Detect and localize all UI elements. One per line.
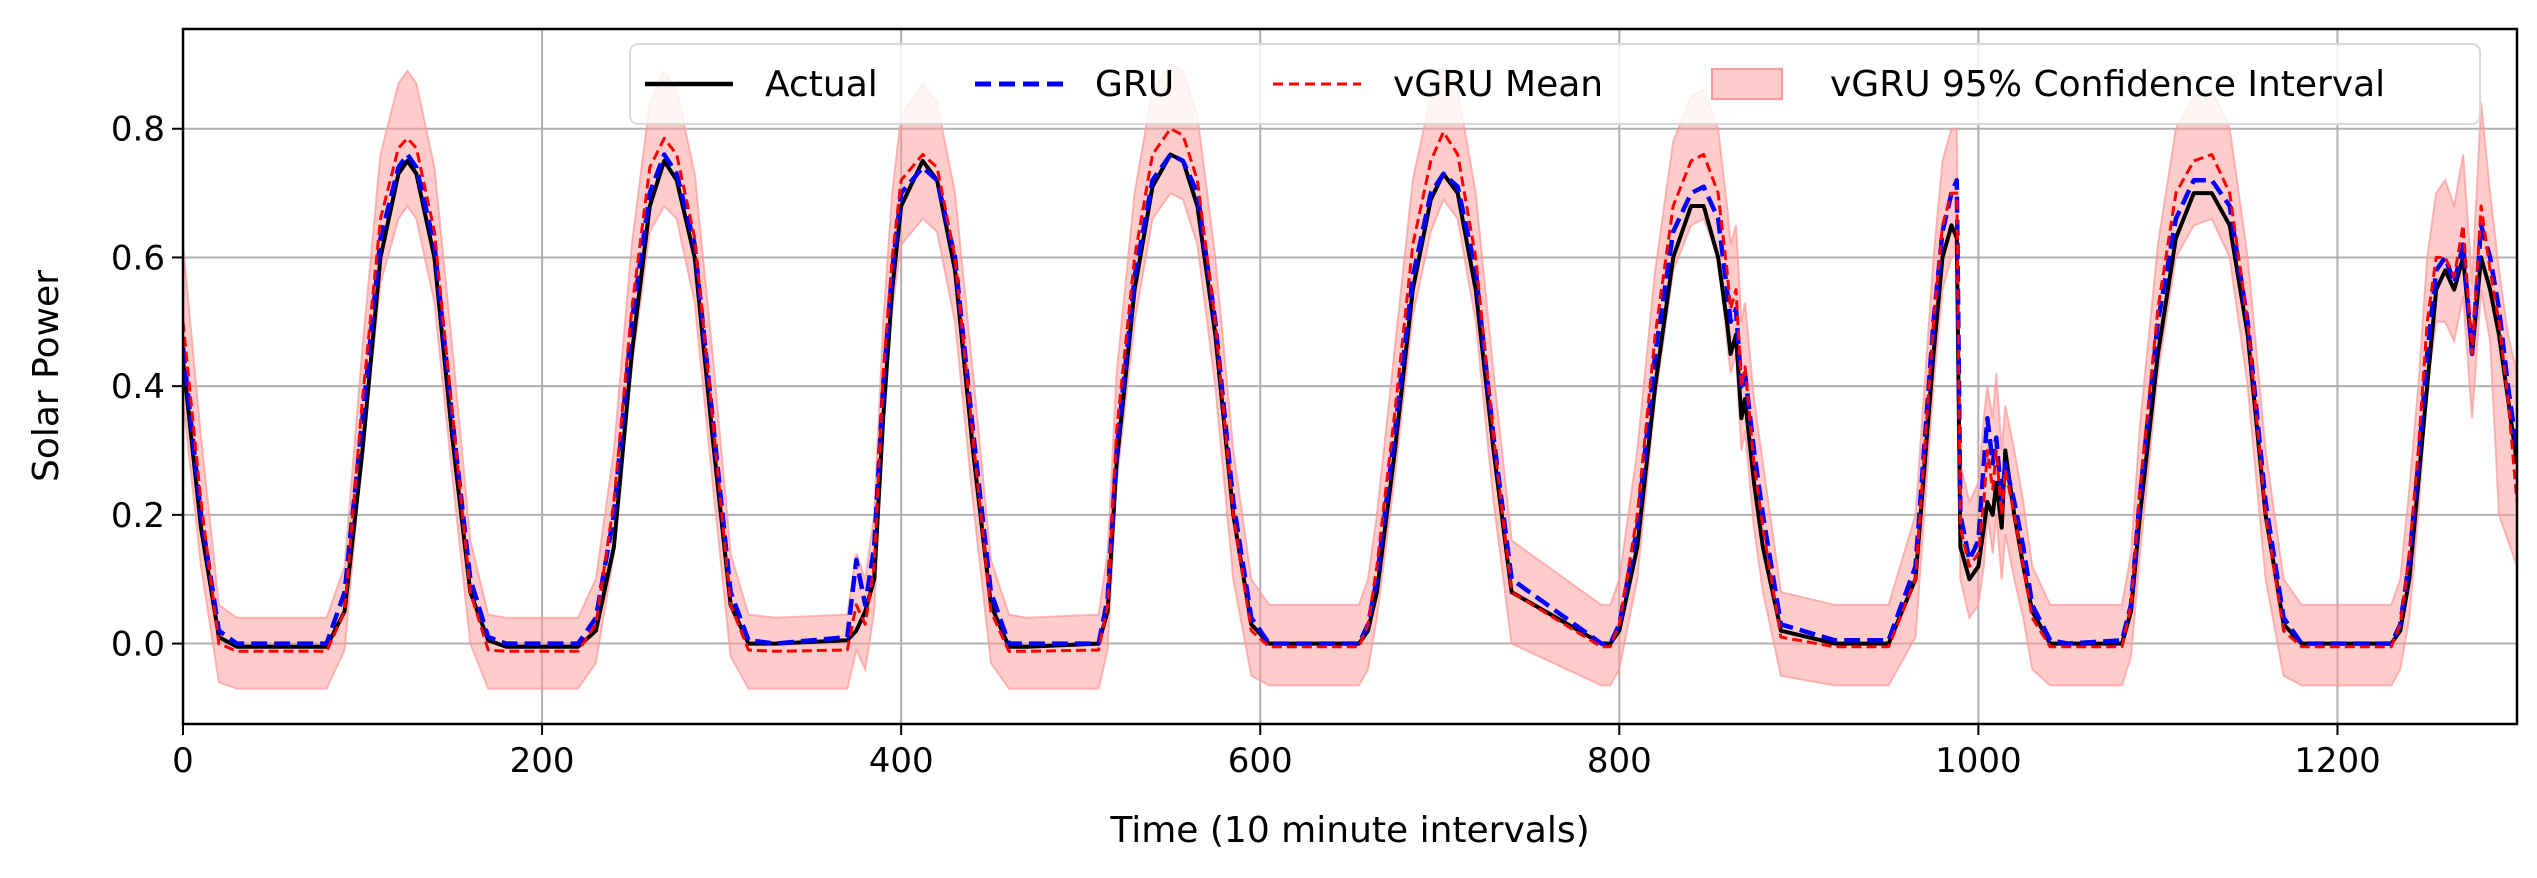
x-tick-label: 1000 [1935, 741, 2022, 781]
x-tick-label: 200 [510, 741, 575, 781]
y-tick-label: 0.0 [111, 625, 165, 665]
x-tick-label: 600 [1228, 741, 1293, 781]
x-tick-label: 800 [1587, 741, 1652, 781]
y-tick-label: 0.8 [111, 110, 165, 150]
legend: Actual GRU vGRU Mean vGRU 95% Confidence In… [629, 43, 2481, 125]
legend-label: Actual [765, 64, 878, 105]
legend-box [629, 43, 2481, 125]
y-tick-label: 0.4 [111, 367, 165, 407]
x-tick-label: 0 [172, 741, 194, 781]
plot-frame [181, 27, 2519, 726]
legend-label: vGRU Mean [1393, 64, 1603, 105]
plot-area [183, 62, 2517, 690]
legend-label: vGRU 95% Confidence Interval [1830, 64, 2385, 105]
vgru-mean-series-line [183, 127, 2517, 653]
y-axis-label: Solar Power [26, 270, 67, 482]
x-tick-label: 400 [869, 741, 934, 781]
y-tick-label: 0.6 [111, 238, 165, 278]
legend-swatch-band [1711, 68, 1783, 100]
axis-ticks: 0 200 400 600 800 1000 1200 0.0 0.2 0.4 0.6 0.8 [111, 110, 2381, 781]
y-tick-label: 0.2 [111, 496, 165, 536]
x-tick-label: 1200 [2294, 741, 2381, 781]
legend-label: GRU [1095, 64, 1174, 105]
x-axis-label: Time (10 minute intervals) [1109, 810, 1589, 851]
actual-series-line [183, 152, 2517, 649]
